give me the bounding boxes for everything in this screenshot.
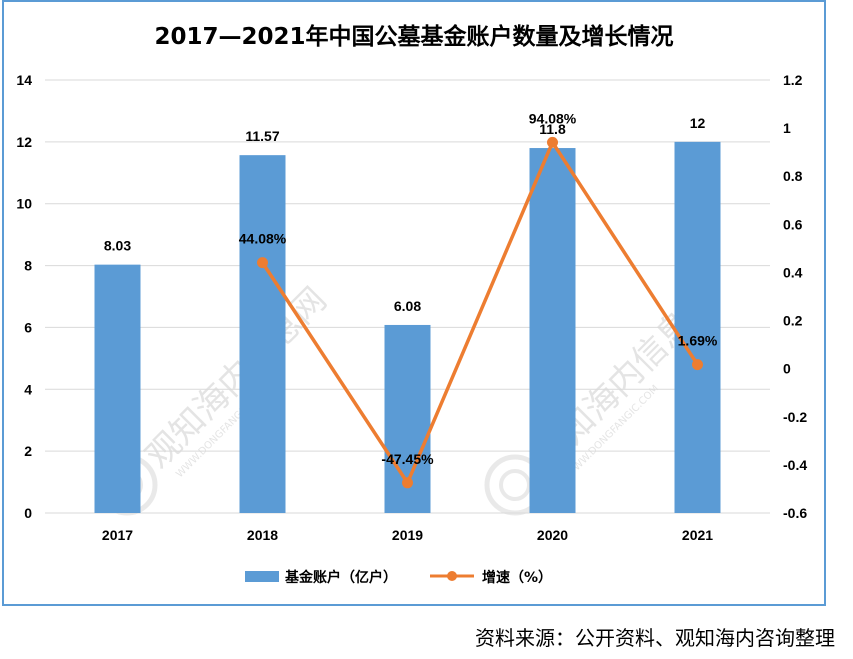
x-axis-ticks: 2017 2018 2019 2020 2021 bbox=[102, 527, 713, 543]
bar bbox=[239, 155, 286, 513]
left-tick-label: 14 bbox=[16, 72, 32, 88]
growth-point bbox=[257, 257, 268, 269]
bars-layer bbox=[94, 141, 721, 514]
bar-value-label: 8.03 bbox=[104, 238, 131, 254]
data-labels-layer: 8.03 11.57 6.08 11.8 12 44.08% -47.45% 94.08% 1.… bbox=[104, 110, 718, 466]
left-tick-label: 2 bbox=[24, 443, 32, 459]
right-tick-label: 0.8 bbox=[783, 168, 803, 184]
source-note: 资料来源：公开资料、观知海内咨询整理 bbox=[475, 626, 835, 650]
right-tick-label: -0.6 bbox=[783, 505, 807, 521]
growth-value-label: -47.45% bbox=[381, 451, 434, 467]
right-tick-label: 0 bbox=[783, 361, 791, 377]
growth-value-label: 94.08% bbox=[529, 110, 577, 126]
growth-point bbox=[547, 136, 558, 148]
x-tick-label: 2017 bbox=[102, 527, 133, 543]
growth-value-label: 1.69% bbox=[678, 333, 718, 349]
right-tick-label: 0.6 bbox=[783, 216, 803, 232]
left-tick-label: 10 bbox=[16, 196, 32, 212]
bar-value-label: 6.08 bbox=[394, 298, 421, 314]
left-axis-ticks: 0 2 4 6 8 10 12 14 bbox=[16, 72, 32, 521]
legend-bar-label: 基金账户（亿户） bbox=[285, 569, 397, 586]
legend-line-label: 增速（%） bbox=[482, 569, 552, 586]
right-tick-label: -0.4 bbox=[783, 457, 807, 473]
chart-title: 2017—2021年中国公墓基金账户数量及增长情况 bbox=[154, 23, 673, 50]
bar bbox=[94, 264, 141, 513]
x-tick-label: 2020 bbox=[537, 527, 568, 543]
bar-value-label: 11.57 bbox=[245, 128, 279, 144]
bar bbox=[529, 148, 576, 514]
left-tick-label: 0 bbox=[24, 505, 32, 521]
x-tick-label: 2019 bbox=[392, 527, 423, 543]
right-axis-ticks: -0.6 -0.4 -0.2 0 0.2 0.4 0.6 0.8 1 1.2 bbox=[783, 72, 807, 521]
growth-point bbox=[692, 359, 703, 371]
right-tick-label: 1 bbox=[783, 120, 791, 136]
x-tick-label: 2018 bbox=[247, 527, 278, 543]
legend: 基金账户（亿户） 增速（%） bbox=[245, 569, 552, 586]
bar-value-label: 11.8 bbox=[539, 121, 566, 137]
bar bbox=[674, 141, 721, 513]
legend-bar-swatch bbox=[245, 571, 279, 582]
bar-value-label: 12 bbox=[690, 115, 706, 131]
right-tick-label: 0.2 bbox=[783, 313, 803, 329]
left-tick-label: 4 bbox=[24, 381, 32, 397]
growth-value-label: 44.08% bbox=[239, 231, 287, 247]
left-tick-label: 8 bbox=[24, 258, 32, 274]
left-tick-label: 12 bbox=[16, 134, 32, 150]
line-layer bbox=[257, 136, 703, 489]
right-tick-label: 0.4 bbox=[783, 264, 803, 280]
growth-point bbox=[402, 477, 413, 489]
x-tick-label: 2021 bbox=[682, 527, 713, 543]
legend-line-marker bbox=[447, 571, 457, 581]
watermark-text-left: 观知海内信息网 bbox=[138, 280, 335, 477]
right-tick-label: 1.2 bbox=[783, 72, 803, 88]
growth-line bbox=[261, 140, 699, 485]
left-tick-label: 6 bbox=[24, 319, 32, 335]
right-tick-label: -0.2 bbox=[783, 409, 807, 425]
